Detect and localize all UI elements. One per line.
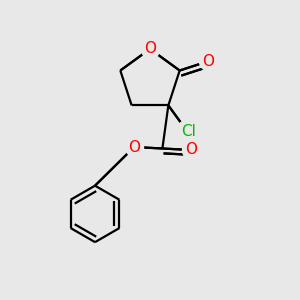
Text: O: O xyxy=(128,140,140,154)
Text: O: O xyxy=(202,54,214,69)
Text: Cl: Cl xyxy=(182,124,196,140)
Text: O: O xyxy=(184,142,196,158)
Text: O: O xyxy=(144,41,156,56)
